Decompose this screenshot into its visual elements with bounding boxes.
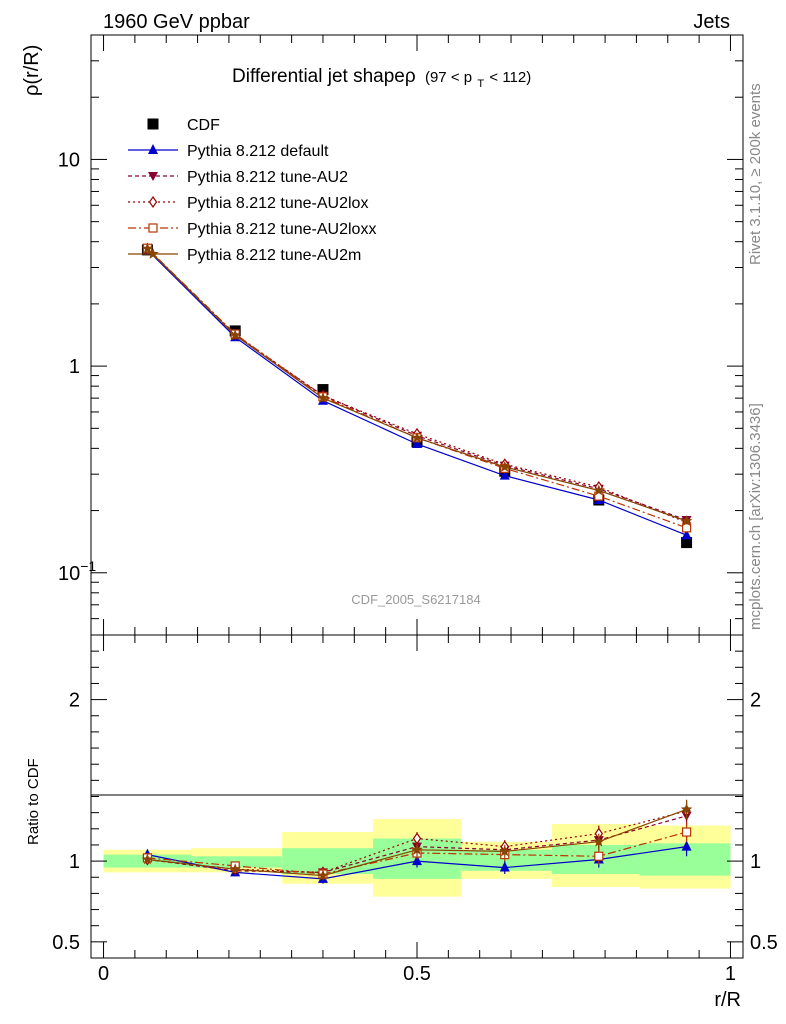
ratio-point-au2m [317, 869, 329, 881]
legend-label: Pythia 8.212 tune-AU2 [187, 169, 348, 186]
ratio-xtick-label: 0 [98, 963, 109, 985]
ratio-point-default [681, 840, 692, 851]
ratio-xlabel: r/R [714, 989, 741, 1011]
series-line-au2 [146, 248, 687, 521]
point-default [681, 529, 692, 540]
point-au2loxx [681, 523, 692, 533]
legend-label: Pythia 8.212 tune-AU2m [187, 247, 361, 264]
point-au2m [141, 242, 154, 254]
ratio-ytick-label-left: 0.5 [52, 932, 80, 954]
ratio-point-au2m [141, 853, 154, 865]
legend: CDF Pythia 8.212 default Pythia 8.212 tune… [128, 117, 376, 264]
legend-label: Pythia 8.212 default [187, 143, 329, 160]
point-default [499, 469, 510, 480]
ratio-ytick-label-right: 0.5 [750, 932, 778, 954]
legend-item-au2: Pythia 8.212 tune-AU2 [128, 169, 348, 186]
legend-marker [148, 144, 158, 154]
series-default [142, 243, 692, 540]
ratio-xtick-label: 1 [725, 963, 736, 985]
point-au2m [680, 515, 693, 526]
point-au2m [411, 431, 423, 443]
series-au2loxx [142, 243, 692, 533]
main-ytick-label: 1 [69, 356, 80, 378]
ratio-point-au2m [411, 843, 423, 855]
ratio-ytick-label-right: 1 [750, 851, 761, 873]
ratio-frame [90, 634, 744, 959]
series-au2 [142, 245, 692, 526]
source-label: mcplots.cern.ch [arXiv:1306.3436] [747, 403, 764, 630]
ratio-point-au2loxx [594, 851, 604, 861]
legend-marker [147, 118, 159, 130]
ratio-ytick-label-left: 1 [69, 851, 80, 873]
legend-label: Pythia 8.212 tune-AU2loxx [187, 221, 376, 238]
point-au2m [317, 392, 329, 403]
main-ylabel: ρ(r/R) [21, 45, 43, 96]
legend-marker [148, 172, 158, 181]
ratio-ytick-label-right: 2 [750, 690, 761, 712]
main-title-range-tail: < 112) [489, 69, 531, 86]
legend-label: Pythia 8.212 tune-AU2lox [187, 195, 368, 212]
series-line-au2lox [146, 248, 687, 524]
watermark: CDF_2005_S6217184 [351, 592, 480, 607]
ratio-series-au2m [141, 799, 693, 881]
legend-item-cdf: CDF [147, 117, 220, 134]
series-au2m [141, 242, 693, 526]
ratio-ylabel: Ratio to CDF [25, 758, 42, 845]
ratio-point-au2m [593, 835, 605, 847]
legend-item-au2m: Pythia 8.212 tune-AU2m [128, 247, 361, 264]
legend-item-au2loxx: Pythia 8.212 tune-AU2loxx [128, 221, 376, 238]
series-line-au2loxx [146, 247, 687, 529]
series-line-au2m [146, 248, 687, 522]
header-right: Jets [693, 11, 730, 33]
main-ytick-label: 10 [58, 149, 80, 171]
point-au2m [593, 484, 605, 496]
legend-marker [147, 248, 159, 259]
legend-marker [148, 223, 158, 233]
ratio-point-au2m [229, 863, 241, 874]
ratio-point-default [412, 855, 422, 866]
main-title-range: (97 < p [425, 69, 472, 86]
point-default [412, 437, 422, 448]
ratio-point-au2loxx [681, 827, 692, 837]
legend-item-au2lox: Pythia 8.212 tune-AU2lox [128, 195, 368, 212]
main-title: Differential jet shapeρ (97 < p T < 112) [232, 66, 531, 92]
main-title-subscript: T [477, 78, 484, 90]
point-au2m [499, 461, 511, 472]
legend-label: CDF [187, 117, 220, 134]
main-title-text: Differential jet shapeρ [232, 66, 416, 87]
rivet-label: Rivet 3.1.10, ≥ 200k events [747, 83, 764, 265]
point-au2m [229, 329, 241, 341]
ratio-band-green [282, 848, 374, 875]
series-cdf [141, 244, 693, 549]
legend-marker [148, 195, 158, 209]
main-plot: 10 1 10−1 ρ(r/R) Differential jet shapeρ (… [21, 34, 744, 636]
point-cdf [681, 537, 693, 549]
header-left: 1960 GeV ppbar [103, 11, 250, 33]
series-au2lox [143, 242, 691, 529]
ratio-plot: 2 2 1 1 0.5 0.5 0 0.5 1 Ratio to CDF r/R [25, 634, 778, 1011]
ratio-point-au2m [499, 845, 511, 857]
ratio-xtick-label: 0.5 [403, 963, 431, 985]
ratio-ytick-label-left: 2 [69, 690, 80, 712]
ratio-point-au2m [680, 803, 693, 815]
ratio-point-default [499, 861, 510, 872]
main-ytick-label: 10−1 [58, 558, 96, 585]
legend-item-default: Pythia 8.212 default [128, 143, 329, 160]
